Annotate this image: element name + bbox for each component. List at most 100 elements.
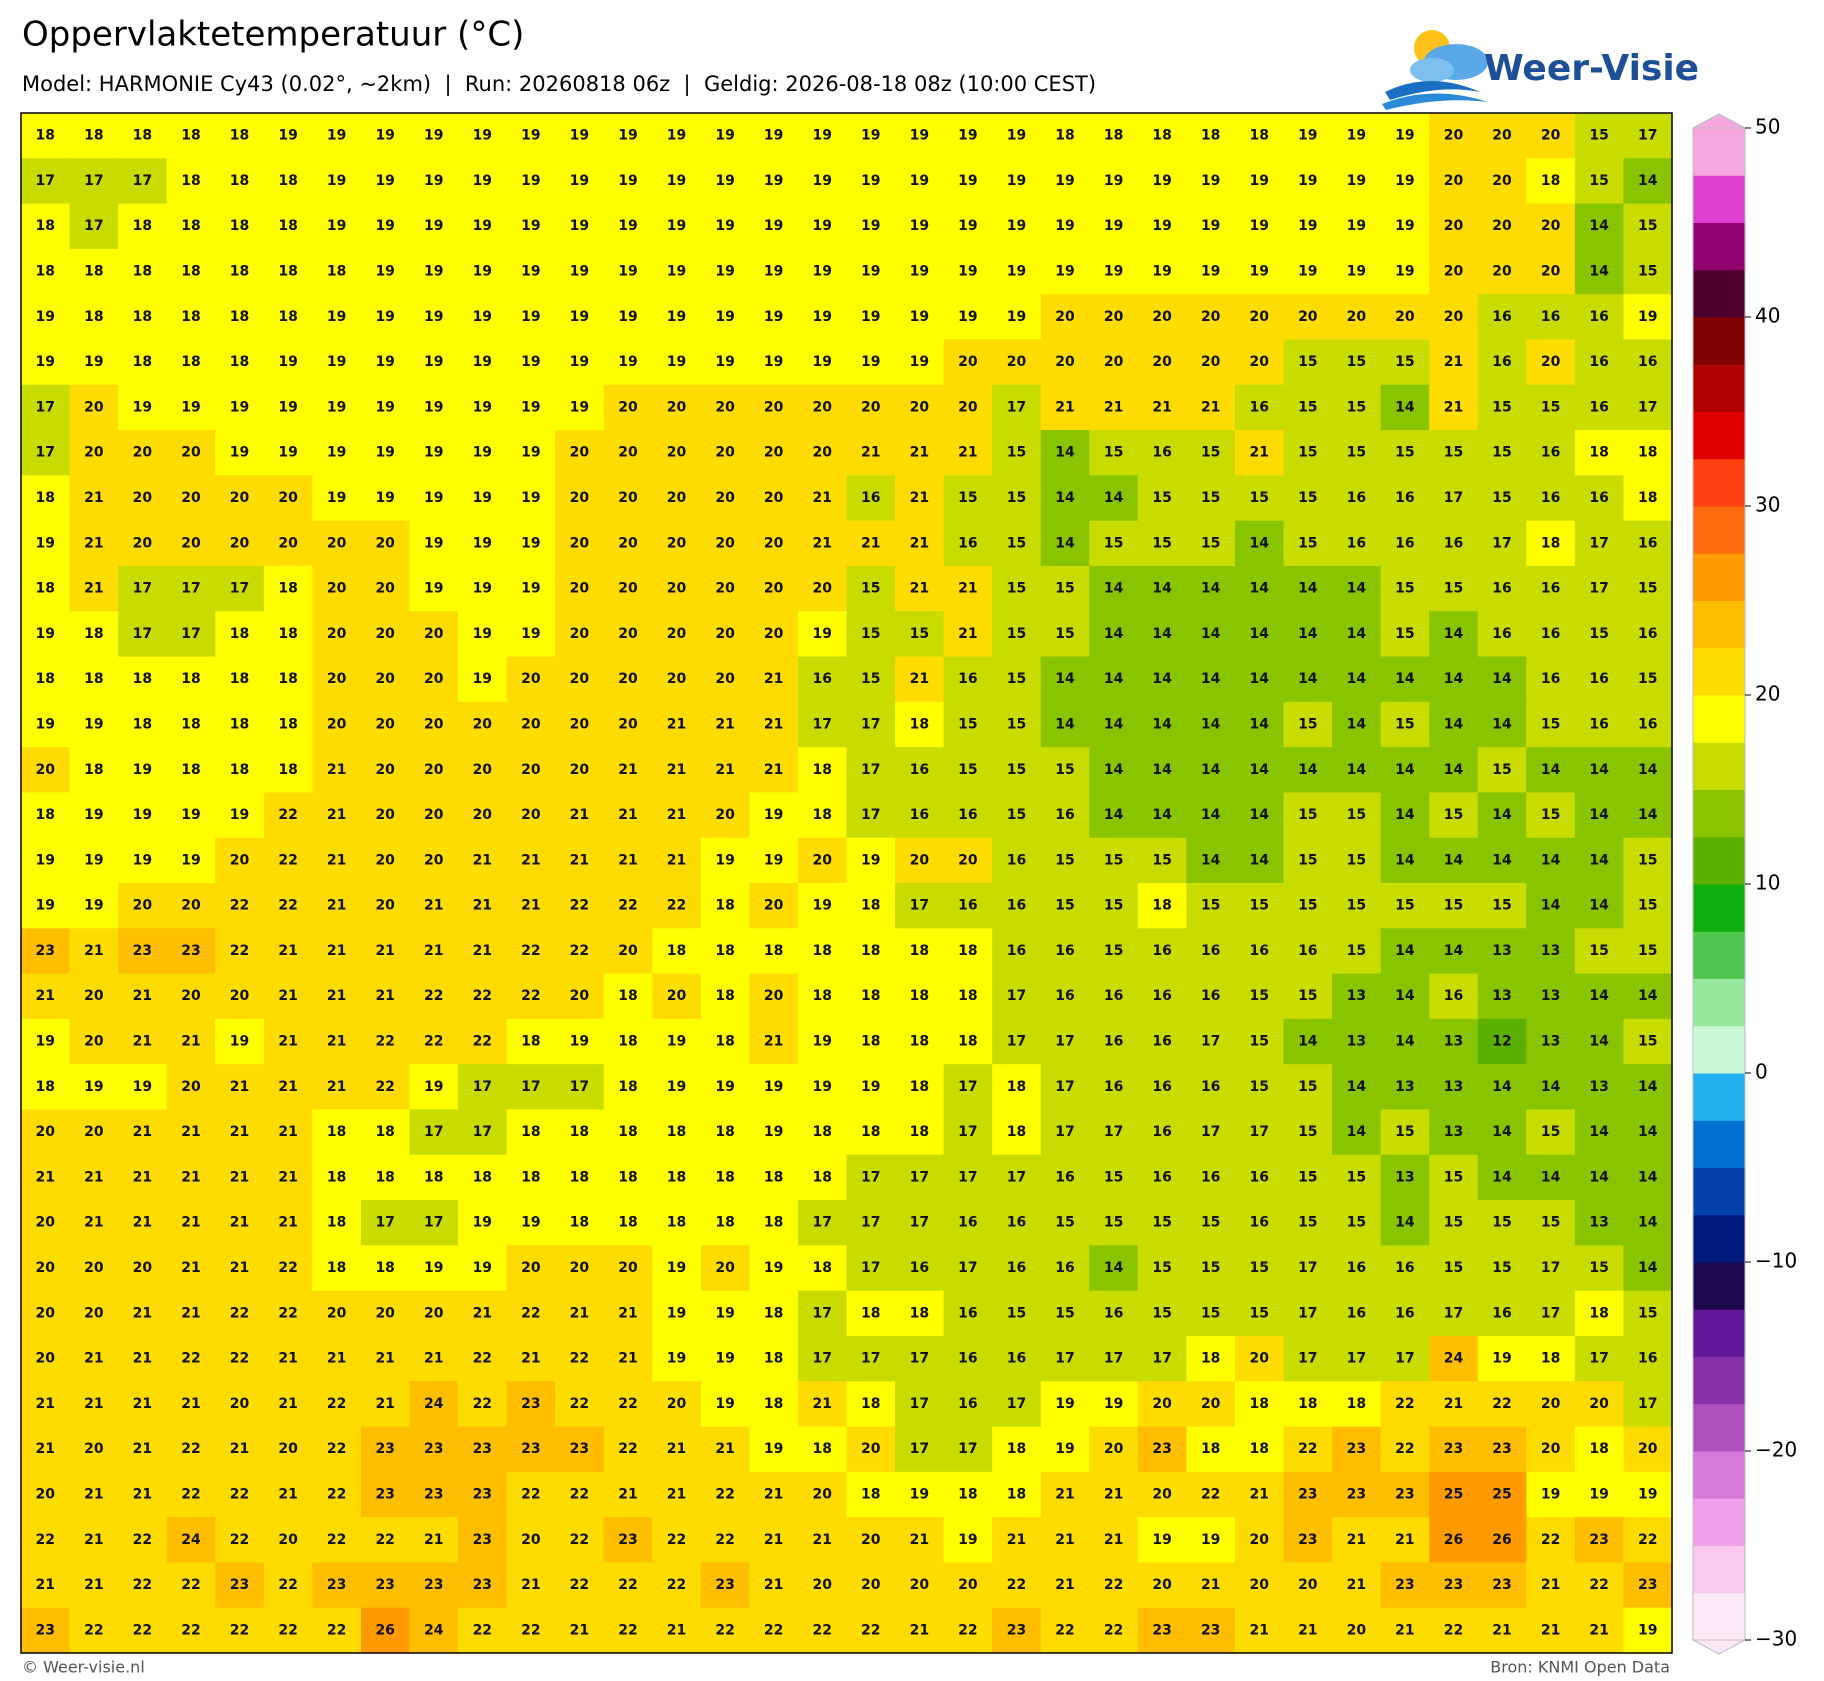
temperature-label: 22 [667,898,686,914]
temperature-label: 15 [1492,898,1511,914]
temperature-label: 15 [1395,626,1414,642]
temperature-cell [1089,1471,1139,1518]
temperature-label: 21 [424,1532,443,1548]
temperature-label: 17 [1589,581,1608,597]
temperature-cell [1234,294,1285,340]
temperature-label: 20 [1298,1577,1318,1593]
temperature-label: 13 [1347,988,1366,1004]
temperature-cell [458,384,508,431]
temperature-label: 18 [764,1169,783,1185]
temperature-cell [458,158,508,205]
temperature-label: 19 [764,264,783,280]
temperature-cell [749,1064,799,1110]
temperature-label: 20 [570,581,590,597]
temperature-label: 23 [521,1396,540,1412]
temperature-cell [118,384,168,431]
temperature-label: 15 [1201,535,1220,551]
temperature-label: 21 [1589,1622,1608,1638]
temperature-cell [1137,792,1187,839]
temperature-cell [749,339,799,386]
temperature-cell [1380,837,1430,884]
temperature-cell [1089,747,1139,793]
temperature-cell [263,792,313,839]
temperature-cell [895,1471,945,1518]
temperature-label: 21 [278,1215,297,1231]
temperature-cell [21,113,71,159]
temperature-cell [1186,701,1236,748]
temperature-cell [21,294,71,340]
temperature-label: 21 [375,988,394,1004]
temperature-cell [21,928,71,975]
temperature-cell [215,611,265,658]
temperature-cell [21,339,71,386]
temperature-label: 15 [1250,898,1269,914]
temperature-cell [652,1064,702,1110]
temperature-label: 16 [1152,1169,1171,1185]
temperature-label: 21 [36,988,55,1004]
temperature-label: 22 [1104,1622,1123,1638]
temperature-cell [603,1290,653,1337]
temperature-label: 19 [84,354,103,370]
temperature-label: 18 [1055,128,1074,144]
temperature-cell [166,1426,216,1473]
temperature-cell [992,701,1042,748]
temperature-cell [1380,1018,1430,1065]
temperature-cell [1234,701,1285,748]
temperature-cell [312,1200,362,1246]
temperature-cell [555,1109,605,1156]
temperature-label: 18 [230,173,249,189]
temperature-label: 20 [861,399,881,415]
temperature-cell [1623,1335,1673,1382]
temperature-cell [1429,384,1479,431]
temperature-label: 22 [84,1622,103,1638]
temperature-label: 20 [812,852,832,868]
temperature-cell [1574,1109,1624,1156]
temperature-cell [700,1154,750,1201]
temperature-label: 20 [715,445,735,461]
temperature-label: 21 [230,1079,249,1095]
temperature-cell [652,339,702,386]
temperature-cell [1040,837,1090,884]
temperature-cell [1574,611,1624,658]
temperature-label: 20 [1444,309,1464,325]
temperature-cell [1234,158,1285,205]
temperature-label: 20 [715,626,735,642]
temperature-cell [797,1245,847,1292]
temperature-label: 16 [1007,898,1026,914]
temperature-label: 19 [375,445,394,461]
temperature-cell [1332,1335,1382,1382]
temperature-label: 16 [1104,1079,1123,1095]
temperature-label: 17 [521,1079,540,1095]
temperature-cell [506,1154,556,1201]
temperature-label: 18 [181,264,200,280]
temperature-label: 16 [1444,988,1463,1004]
temperature-label: 19 [812,354,831,370]
temperature-label: 16 [1395,1305,1414,1321]
temperature-label: 22 [424,1034,443,1050]
temperature-label: 21 [1250,445,1269,461]
temperature-label: 17 [1201,1124,1220,1140]
temperature-label: 21 [764,1034,783,1050]
temperature-label: 14 [1152,626,1172,642]
temperature-label: 26 [375,1622,394,1638]
temperature-label: 13 [1541,988,1560,1004]
temperature-cell [360,158,410,205]
temperature-cell [69,113,119,159]
temperature-label: 20 [618,626,638,642]
temperature-cell [700,1018,750,1065]
temperature-cell [69,520,119,567]
temperature-label: 18 [715,1215,734,1231]
temperature-cell [215,248,265,295]
temperature-label: 19 [618,173,637,189]
temperature-label: 19 [424,309,443,325]
temperature-cell [943,747,993,793]
temperature-cell [1283,928,1333,975]
temperature-cell [652,611,702,658]
temperature-cell [749,1200,799,1246]
temperature-cell [118,973,168,1020]
temperature-cell [215,430,265,476]
temperature-label: 18 [521,1169,540,1185]
temperature-cell [1089,928,1139,975]
temperature-cell [652,565,702,612]
temperature-cell [506,203,556,250]
